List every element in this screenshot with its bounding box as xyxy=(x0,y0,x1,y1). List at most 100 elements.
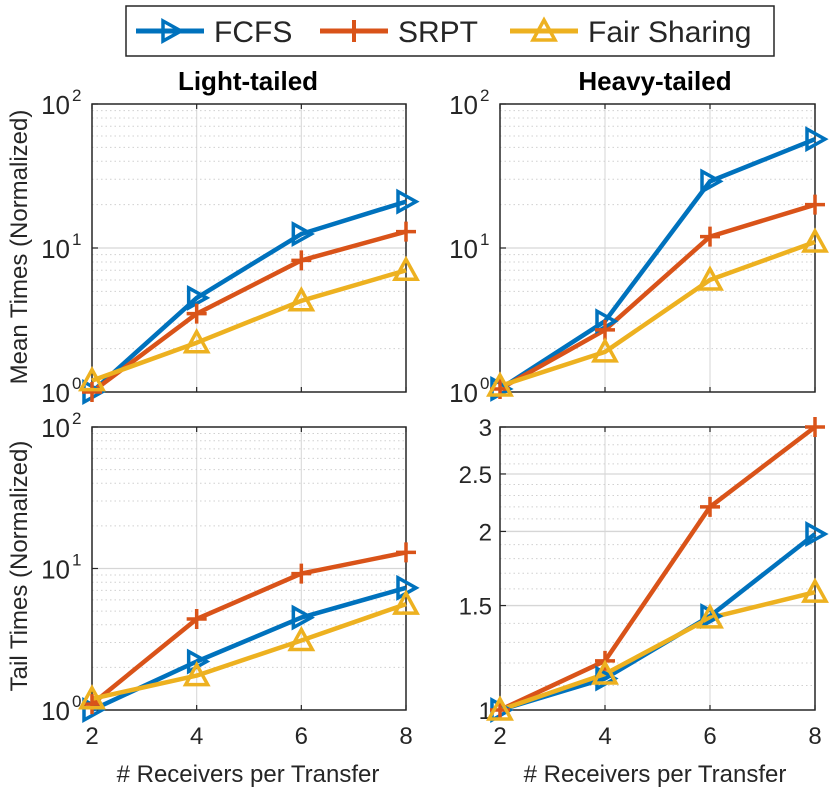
point-fair-sharing xyxy=(486,371,514,397)
x-tick-label: 2 xyxy=(85,723,98,750)
point-srpt xyxy=(805,194,825,215)
y-tick-label: 10 xyxy=(41,555,70,585)
point-fair-sharing xyxy=(392,589,420,615)
y-tick-label: 10 xyxy=(41,696,70,726)
series-line-srpt xyxy=(90,550,407,706)
column-title-heavy-tailed: Heavy-tailed xyxy=(578,66,731,96)
y-tick-label: 2 xyxy=(479,519,492,546)
column-title-light-tailed: Light-tailed xyxy=(178,66,318,96)
point-fair-sharing xyxy=(392,255,420,282)
series-line-fair-sharing xyxy=(91,268,407,383)
legend-item-fcfs: FCFS xyxy=(136,16,292,49)
point-srpt xyxy=(805,417,825,437)
series-line-fcfs xyxy=(498,137,816,391)
x-tick-label: 8 xyxy=(399,723,412,750)
y-tick-label: 3 xyxy=(479,415,492,442)
point-srpt xyxy=(396,542,416,563)
ylabel-mean-times: Mean Times (Normalized) xyxy=(6,110,33,385)
point-fair-sharing xyxy=(78,684,106,710)
point-fair-sharing xyxy=(486,695,514,721)
y-tick-exponent: 1 xyxy=(480,230,489,249)
y-tick-label: 10 xyxy=(41,90,70,120)
legend-item-fair-sharing: Fair Sharing xyxy=(510,16,751,49)
legend-marker-fcfs xyxy=(161,18,185,44)
point-fair-sharing xyxy=(696,265,724,291)
y-tick-exponent: 1 xyxy=(72,230,81,249)
point-srpt xyxy=(186,608,207,629)
point-fair-sharing xyxy=(801,577,829,603)
x-tick-label: 6 xyxy=(703,723,716,750)
point-fair-sharing xyxy=(287,625,316,652)
point-fair-sharing xyxy=(182,660,211,687)
series-line-fair-sharing xyxy=(499,590,816,713)
y-tick-exponent: 0 xyxy=(72,374,81,393)
legend-label-srpt: SRPT xyxy=(398,16,478,49)
point-fcfs xyxy=(396,188,420,215)
x-tick-label: 2 xyxy=(493,723,506,750)
point-fcfs xyxy=(700,168,724,195)
point-fair-sharing xyxy=(801,227,829,253)
series-line-srpt xyxy=(498,202,816,391)
legend-label-fair-sharing: Fair Sharing xyxy=(588,16,751,49)
xlabel-right: # Receivers per Transfer xyxy=(524,761,787,788)
y-tick-exponent: 1 xyxy=(72,551,81,570)
x-tick-label: 4 xyxy=(598,723,611,750)
series-line-srpt xyxy=(90,229,407,394)
legend-marker-srpt xyxy=(343,20,365,42)
xlabel-left: # Receivers per Transfer xyxy=(117,761,380,788)
series-line-srpt xyxy=(499,425,817,713)
legend: FCFS SRPT Fair Sharing xyxy=(125,5,775,57)
series-line-fair-sharing xyxy=(499,239,816,389)
legend-label-fcfs: FCFS xyxy=(214,16,292,49)
y-tick-label: 10 xyxy=(449,378,478,408)
ylabel-tail-times: Tail Times (Normalized) xyxy=(6,441,33,692)
legend-item-srpt: SRPT xyxy=(320,16,478,49)
point-fair-sharing xyxy=(287,286,316,312)
y-tick-exponent: 2 xyxy=(480,86,489,105)
y-tick-label: 10 xyxy=(449,234,478,264)
point-srpt xyxy=(396,221,416,242)
x-tick-label: 4 xyxy=(190,723,203,750)
y-tick-label: 2.5 xyxy=(459,462,492,489)
point-fcfs xyxy=(805,521,829,548)
y-tick-exponent: 2 xyxy=(72,86,81,105)
series-line-fcfs xyxy=(90,199,407,394)
y-tick-exponent: 0 xyxy=(72,692,81,711)
point-fair-sharing xyxy=(182,328,211,354)
y-tick-label: 1 xyxy=(479,698,492,725)
legend-marker-fair-sharing xyxy=(530,16,558,42)
point-fcfs xyxy=(186,284,211,311)
point-srpt xyxy=(82,694,102,715)
x-tick-label: 8 xyxy=(808,723,821,750)
point-fcfs xyxy=(805,126,829,153)
x-tick-label: 6 xyxy=(295,723,308,750)
y-tick-label: 10 xyxy=(41,234,70,264)
point-srpt xyxy=(291,563,312,584)
series-line-fair-sharing xyxy=(91,601,407,701)
y-tick-label: 10 xyxy=(41,413,70,443)
y-tick-exponent: 0 xyxy=(480,374,489,393)
point-srpt xyxy=(700,226,720,247)
y-tick-label: 10 xyxy=(41,378,70,408)
point-srpt xyxy=(700,496,720,517)
point-srpt xyxy=(82,382,102,402)
y-tick-label: 10 xyxy=(449,90,478,120)
legend-box xyxy=(125,5,775,57)
point-srpt xyxy=(186,303,207,324)
y-tick-exponent: 2 xyxy=(72,409,81,428)
point-fair-sharing xyxy=(591,337,619,363)
point-fair-sharing xyxy=(78,365,106,392)
point-srpt xyxy=(595,319,615,340)
point-fcfs xyxy=(291,221,315,248)
panel-heavy-tailed-tail: 2 4 6 8 1 1.5 2 2.5 3 xyxy=(459,415,829,750)
point-fair-sharing xyxy=(591,659,619,685)
point-srpt xyxy=(291,250,312,271)
axes-box xyxy=(499,426,816,711)
point-fcfs xyxy=(291,604,315,631)
point-fair-sharing xyxy=(696,603,724,629)
y-tick-label: 1.5 xyxy=(459,594,492,621)
